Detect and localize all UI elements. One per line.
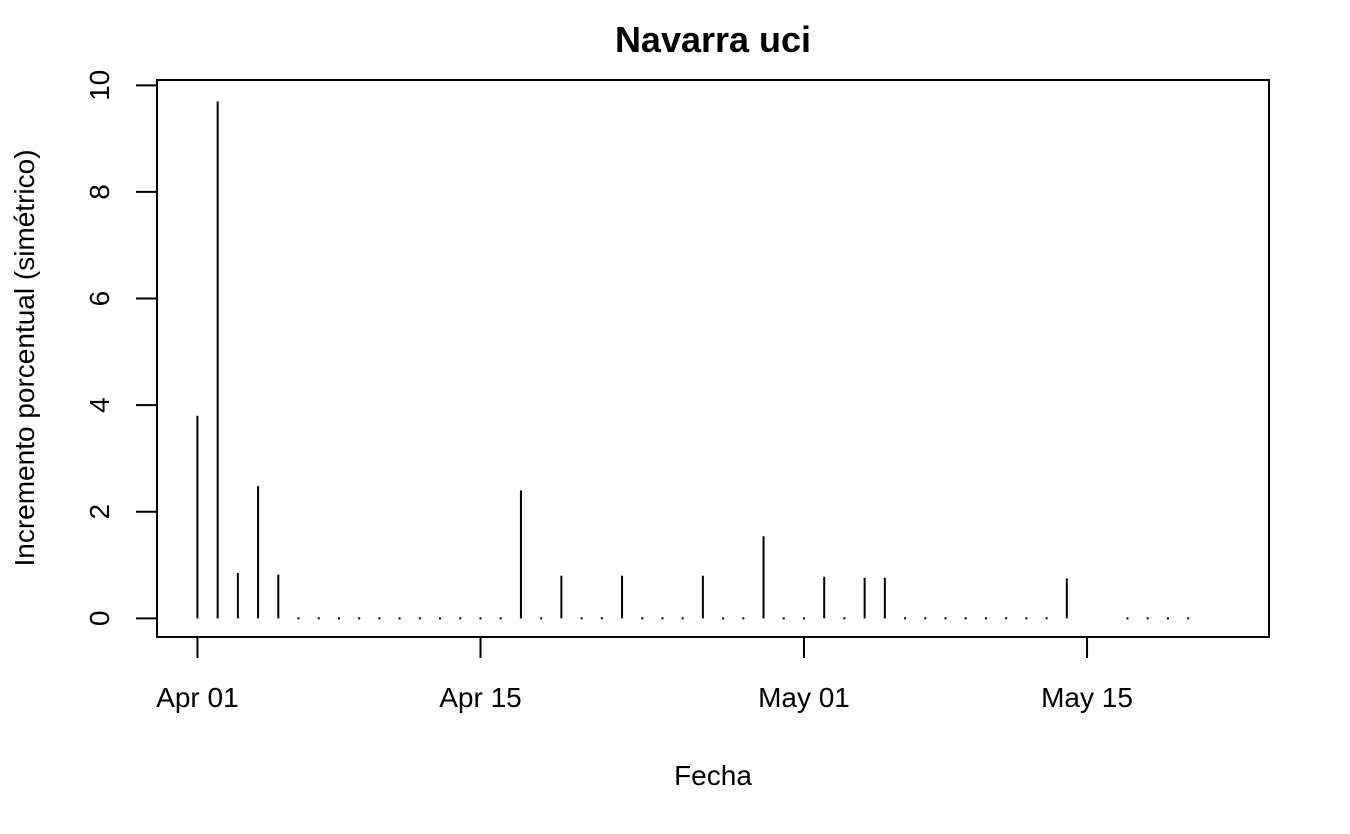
data-point <box>984 617 987 620</box>
data-point <box>540 617 543 620</box>
series-marks <box>196 101 1190 620</box>
data-point <box>297 617 300 620</box>
data-point <box>499 617 502 620</box>
data-point <box>418 617 421 620</box>
data-point <box>398 617 401 620</box>
data-point <box>1187 617 1190 620</box>
data-point <box>964 617 967 620</box>
data-point <box>1045 617 1048 620</box>
data-point <box>337 617 340 620</box>
data-point <box>661 617 664 620</box>
data-point <box>802 617 805 620</box>
x-axis: Apr 01 Apr 15 May 01 May 15 <box>156 636 1133 713</box>
chart-title: Navarra uci <box>615 19 811 60</box>
data-point <box>944 617 947 620</box>
x-tick-label: Apr 15 <box>439 682 522 713</box>
data-point <box>1025 617 1028 620</box>
data-point <box>600 617 603 620</box>
data-point <box>924 617 927 620</box>
data-point <box>1146 617 1149 620</box>
data-point <box>1126 617 1129 620</box>
data-point <box>641 617 644 620</box>
y-axis: 0 2 4 6 8 10 <box>84 70 158 627</box>
data-point <box>358 617 361 620</box>
x-axis-label: Fecha <box>674 760 752 791</box>
data-point <box>439 617 442 620</box>
data-point <box>1166 617 1169 620</box>
x-tick-label: May 15 <box>1041 682 1133 713</box>
y-tick-label: 2 <box>84 504 115 520</box>
data-point <box>378 617 381 620</box>
y-tick-label: 0 <box>84 611 115 627</box>
data-point <box>782 617 785 620</box>
plot-frame <box>156 79 1270 638</box>
x-tick-label: Apr 01 <box>156 682 239 713</box>
data-point <box>742 617 745 620</box>
data-point <box>904 617 907 620</box>
data-point <box>843 617 846 620</box>
data-point <box>317 617 320 620</box>
y-tick-label: 6 <box>84 291 115 307</box>
data-point <box>681 617 684 620</box>
data-point <box>1005 617 1008 620</box>
data-point <box>459 617 462 620</box>
data-point <box>479 617 482 620</box>
data-point <box>580 617 583 620</box>
data-point <box>722 617 725 620</box>
y-tick-label: 4 <box>84 397 115 413</box>
y-axis-label: Incremento porcentual (simétrico) <box>9 149 40 566</box>
y-tick-label: 10 <box>84 70 115 101</box>
x-tick-label: May 01 <box>758 682 850 713</box>
y-tick-label: 8 <box>84 184 115 200</box>
